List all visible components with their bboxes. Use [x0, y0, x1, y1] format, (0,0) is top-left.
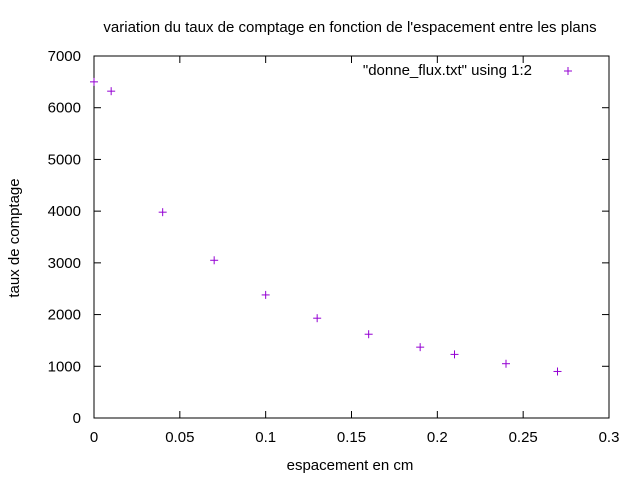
legend-marker-plus — [564, 67, 572, 75]
data-point — [364, 330, 373, 339]
plot-frame — [93, 55, 610, 419]
axis-ticks — [93, 55, 610, 419]
y-tick-label: 6000 — [48, 100, 81, 117]
y-tick-label: 3000 — [48, 255, 81, 272]
chart-title: variation du taux de comptage en fonctio… — [103, 19, 596, 36]
data-point — [450, 350, 459, 359]
x-tick-label: 0 — [90, 429, 98, 446]
y-tick-label: 1000 — [48, 358, 81, 375]
y-tick-label: 2000 — [48, 307, 81, 324]
data-point — [553, 367, 562, 376]
legend-marker — [564, 67, 572, 75]
x-tick-label: 0.2 — [427, 429, 448, 446]
x-tick-label: 0.05 — [165, 429, 194, 446]
legend: "donne_flux.txt" using 1:2 — [363, 62, 572, 79]
data-point — [158, 208, 167, 217]
x-tick-label: 0.1 — [255, 429, 276, 446]
data-points — [90, 77, 562, 376]
data-point — [416, 343, 425, 352]
y-tick-label: 7000 — [48, 48, 81, 65]
x-tick-label: 0.3 — [599, 429, 620, 446]
y-tick-label: 5000 — [48, 151, 81, 168]
data-point — [313, 314, 322, 323]
x-tick-label: 0.25 — [509, 429, 538, 446]
data-point — [261, 290, 270, 299]
plot-border — [93, 55, 610, 419]
x-tick-labels: 0 0.05 0.1 0.15 0.2 0.25 0.3 — [90, 429, 620, 446]
data-point — [210, 256, 219, 265]
data-point — [90, 77, 98, 86]
data-point — [502, 359, 510, 368]
x-axis-label: espacement en cm — [287, 457, 414, 474]
y-tick-label: 4000 — [48, 203, 81, 220]
data-point — [107, 87, 116, 96]
y-tick-label: 0 — [73, 410, 81, 427]
y-tick-labels: 0 1000 2000 3000 4000 5000 6000 7000 — [48, 48, 81, 427]
y-axis-label: taux de comptage — [6, 178, 23, 297]
x-tick-label: 0.15 — [337, 429, 366, 446]
legend-entry-label: "donne_flux.txt" using 1:2 — [363, 62, 532, 79]
